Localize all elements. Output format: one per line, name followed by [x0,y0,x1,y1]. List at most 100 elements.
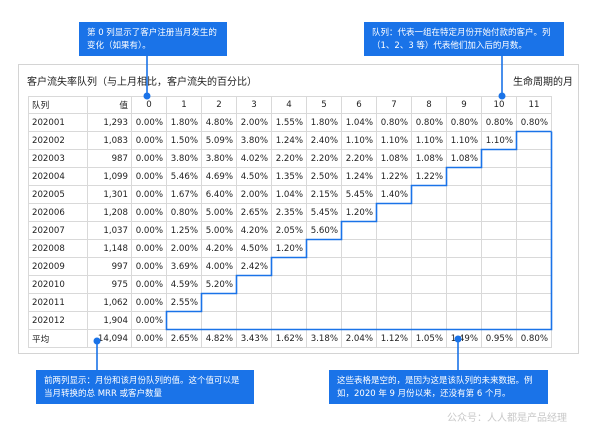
watermark-text: 公众号：人人都是产品经理 [447,413,567,424]
churn-cell: 2.00% [236,113,272,132]
header-month: 2 [201,96,237,114]
empty-cell [481,167,517,186]
churn-cell: 0.00% [131,221,167,240]
empty-cell [236,275,272,294]
cohort-cell: 202007 [28,221,88,240]
churn-cell: 4.59% [166,275,202,294]
header-row: 队列值 0 1 2 3 4 5 6 7 8 9 10 11 [28,96,552,114]
churn-cell: 5.00% [201,221,237,240]
empty-cell [481,293,517,312]
empty-cell [411,257,447,276]
churn-cell: 2.35% [271,203,307,222]
value-cell: 997 [87,257,132,276]
value-cell: 987 [87,149,132,168]
empty-cell [376,293,412,312]
churn-cell: 6.40% [201,185,237,204]
callout-empty-cells: 这些表格是空的，是因为这是该队列的未来数据。例如，2020 年 9 月份以来，还… [329,370,548,404]
empty-cell [411,203,447,222]
churn-cell: 5.46% [166,167,202,186]
average-cell: 1.12% [376,329,412,348]
churn-cell: 1.10% [376,131,412,150]
cohort-cell: 202006 [28,203,88,222]
churn-cell: 1.08% [411,149,447,168]
empty-cell [516,203,552,222]
average-cell: 0.80% [516,329,552,348]
empty-cell [446,239,482,258]
empty-cell [376,203,412,222]
callout-values: 前两列显示：月份和该月份队列的值。这个值可以是当月转换的总 MRR 或客户数量 [36,370,254,404]
churn-cell: 1.22% [411,167,447,186]
churn-cell: 1.50% [166,131,202,150]
table-row: 202002 1,083 0.00% 1.50% 5.09% 3.80% 1.24% 2.40… [28,131,552,150]
empty-cell [516,131,552,150]
churn-cell: 0.80% [411,113,447,132]
average-cell: 1.49% [446,329,482,348]
empty-cell [271,257,307,276]
empty-cell [446,293,482,312]
churn-cell: 0.00% [131,167,167,186]
cohort-cell: 202009 [28,257,88,276]
empty-cell [516,167,552,186]
empty-cell [376,275,412,294]
header-month: 4 [271,96,307,114]
value-cell: 1,062 [87,293,132,312]
churn-cell: 4.50% [236,167,272,186]
cohort-cell: 202001 [28,113,88,132]
empty-cell [306,311,342,330]
empty-cell [201,311,237,330]
churn-cell: 3.80% [236,131,272,150]
empty-cell [516,293,552,312]
churn-cell: 3.80% [166,149,202,168]
cohort-cell: 202010 [28,275,88,294]
empty-cell [166,311,202,330]
empty-cell [341,239,377,258]
churn-cell: 5.00% [201,203,237,222]
table-row: 202008 1,148 0.00% 2.00% 4.20% 4.50% 1.20% [28,239,552,258]
empty-cell [446,221,482,240]
churn-cell: 2.15% [306,185,342,204]
table-row: 202004 1,099 0.00% 5.46% 4.69% 4.50% 1.35% 2.50… [28,167,552,186]
churn-cell: 1.10% [341,131,377,150]
churn-cell: 5.09% [201,131,237,150]
churn-cell: 0.00% [131,239,167,258]
average-cell: 1.62% [271,329,307,348]
churn-cell: 0.80% [516,113,552,132]
callout-column-zero: 第 0 列显示了客户注册当月发生的变化（如果有）。 [79,22,227,56]
average-label: 平均 [28,329,88,348]
table-row: 202001 1,293 0.00% 1.80% 4.80% 2.00% 1.55% 1.80… [28,113,552,132]
empty-cell [446,311,482,330]
empty-cell [411,293,447,312]
churn-cell: 2.20% [306,149,342,168]
empty-cell [481,275,517,294]
churn-cell: 1.80% [306,113,342,132]
churn-cell: 2.20% [341,149,377,168]
churn-cell: 0.00% [131,257,167,276]
header-month: 1 [166,96,202,114]
cohort-cell: 202005 [28,185,88,204]
empty-cell [446,257,482,276]
header-month: 10 [481,96,517,114]
table-row: 202006 1,208 0.00% 0.80% 5.00% 2.65% 2.35% 5.45… [28,203,552,222]
churn-cell: 1.24% [341,167,377,186]
value-cell: 1,208 [87,203,132,222]
churn-cell: 4.80% [201,113,237,132]
churn-cell: 0.00% [131,311,167,330]
churn-cell: 3.69% [166,257,202,276]
value-cell: 1,099 [87,167,132,186]
header-month: 5 [306,96,342,114]
header-month: 9 [446,96,482,114]
header-month: 6 [341,96,377,114]
empty-cell [516,149,552,168]
empty-cell [446,167,482,186]
average-cell: 2.04% [341,329,377,348]
churn-cell: 2.00% [236,185,272,204]
churn-cell: 1.40% [376,185,412,204]
empty-cell [306,275,342,294]
empty-cell [376,311,412,330]
empty-cell [411,275,447,294]
empty-cell [376,221,412,240]
table-row: 202005 1,301 0.00% 1.67% 6.40% 2.00% 1.04% 2.15… [28,185,552,204]
empty-cell [481,149,517,168]
empty-cell [481,185,517,204]
churn-cell: 1.04% [271,185,307,204]
